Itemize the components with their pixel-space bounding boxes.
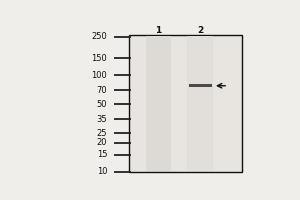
Bar [146,36,171,171]
Text: 150: 150 [92,54,107,63]
Text: 10: 10 [97,167,107,176]
Text: 20: 20 [97,138,107,147]
Bar [188,36,213,171]
Text: 50: 50 [97,100,107,109]
Text: 2: 2 [197,26,203,35]
Text: 15: 15 [97,150,107,159]
Text: 35: 35 [97,115,107,124]
Text: 250: 250 [92,32,107,41]
Bar [129,35,242,172]
Bar [189,84,212,87]
Text: 25: 25 [97,129,107,138]
Text: 70: 70 [97,86,107,95]
Text: 100: 100 [92,71,107,80]
Text: 1: 1 [155,26,161,35]
